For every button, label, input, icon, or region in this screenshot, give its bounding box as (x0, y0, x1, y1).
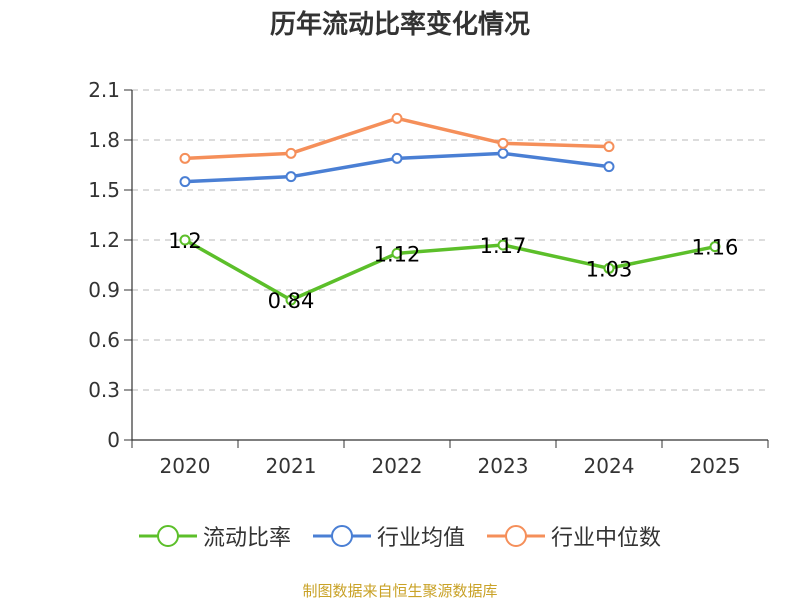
y-tick-label: 2.1 (88, 78, 120, 102)
series-line-0 (184, 238, 716, 302)
y-tick-label: 0.6 (88, 328, 120, 352)
grid-lines (132, 89, 768, 391)
legend-label-industry-median: 行业中位数 (551, 526, 662, 551)
data-point (285, 147, 297, 159)
data-point (179, 234, 191, 246)
y-tick-label: 1.5 (88, 178, 120, 202)
data-point (285, 171, 297, 183)
x-tick-label: 2023 (478, 454, 529, 478)
data-point (179, 176, 191, 188)
legend-item-current-ratio[interactable]: 流动比率 (138, 520, 291, 552)
legend-marker-industry-median (487, 525, 545, 547)
data-label: 0.84 (268, 289, 315, 313)
chart-title: 历年流动比率变化情况 (269, 10, 530, 40)
data-point (603, 141, 615, 153)
data-point (603, 161, 615, 173)
legend: 流动比率 行业均值 行业中位数 (0, 520, 800, 552)
data-label: 1.12 (374, 242, 421, 266)
data-labels: 1.2 0.84 1.12 1.17 1.03 1.16 (168, 229, 738, 313)
data-point (179, 152, 191, 164)
x-tick-label: 2021 (266, 454, 317, 478)
legend-marker-industry-mean (312, 525, 371, 547)
data-point (391, 152, 403, 164)
legend-item-industry-median[interactable]: 行业中位数 (487, 520, 661, 552)
data-point (497, 137, 509, 149)
data-point (285, 294, 297, 306)
x-tick-label: 2020 (160, 454, 211, 478)
data-point (497, 239, 509, 251)
data-label: 1.03 (586, 257, 633, 281)
data-label: 1.2 (168, 229, 201, 253)
source-note: 制图数据来自恒生聚源数据库 (302, 582, 498, 600)
data-point (391, 112, 403, 124)
data-point (603, 262, 615, 274)
axes: 0 0.3 0.6 0.9 1.2 1.5 1.8 2.1 2020 2021 2022 2023 20… (88, 78, 769, 478)
legend-item-industry-mean[interactable]: 行业均值 (312, 520, 465, 552)
y-tick-label: 1.2 (88, 228, 120, 252)
data-label: 1.17 (480, 234, 527, 258)
series-line-2 (184, 116, 610, 161)
x-tick-label: 2022 (372, 454, 423, 478)
x-tick-label: 2024 (584, 454, 635, 478)
y-tick-label: 0.3 (88, 378, 120, 402)
legend-marker-current-ratio (138, 525, 197, 547)
legend-label-industry-mean: 行业均值 (376, 526, 465, 551)
y-tick-label: 0.9 (88, 278, 120, 302)
data-point (709, 241, 721, 253)
y-tick-label: 1.8 (88, 128, 120, 152)
series-lines (179, 112, 721, 306)
x-tick-label: 2025 (690, 454, 741, 478)
y-tick-label: 0 (107, 428, 120, 452)
legend-label-current-ratio: 流动比率 (202, 526, 291, 551)
data-label: 1.16 (692, 236, 739, 260)
data-point (497, 147, 509, 159)
data-point (391, 247, 403, 259)
